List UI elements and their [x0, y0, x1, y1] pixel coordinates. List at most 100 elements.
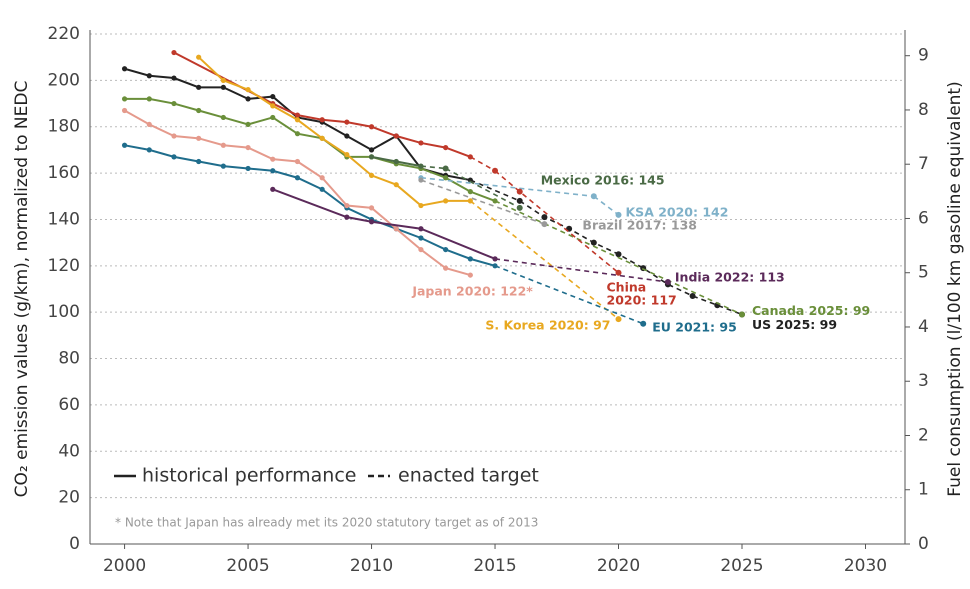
target-point: [492, 167, 499, 174]
data-point: [220, 142, 226, 148]
data-point: [171, 133, 177, 139]
x-tick-label: 2005: [226, 556, 269, 576]
target-line: [494, 170, 620, 274]
data-point: [393, 158, 399, 165]
data-point: [418, 140, 424, 146]
target-point: [615, 251, 622, 258]
target-point: [516, 204, 523, 211]
series-label: S. Korea 2020: 97: [485, 318, 610, 333]
data-point: [418, 246, 424, 253]
target-connector: [494, 200, 743, 316]
data-point: [319, 175, 325, 181]
data-point: [467, 154, 473, 160]
y-tick-label: 20: [58, 488, 80, 508]
y2-tick-label: 8: [918, 100, 929, 120]
target-line: [445, 167, 521, 209]
historical-line: [124, 144, 496, 267]
data-point: [294, 131, 301, 137]
data-point: [146, 73, 152, 79]
data-point: [245, 96, 251, 102]
data-point: [121, 107, 128, 114]
data-point: [368, 154, 375, 160]
x-tick-label: 2020: [597, 556, 640, 576]
target-line: [519, 200, 743, 316]
x-tick-label: 2015: [473, 556, 516, 576]
y-tick-label: 40: [58, 441, 80, 461]
series-label: Japan 2020: 122*: [411, 284, 533, 299]
target-point: [442, 165, 449, 172]
data-point: [393, 133, 399, 139]
data-point: [492, 263, 498, 269]
data-point: [294, 112, 301, 118]
data-point: [492, 256, 498, 262]
legend-label: enacted target: [398, 465, 539, 487]
y-tick-label: 0: [69, 534, 80, 554]
footnote: * Note that Japan has already met its 20…: [115, 516, 538, 530]
target-point: [689, 292, 696, 299]
y-tick-label: 60: [58, 395, 80, 415]
target-line: [593, 195, 619, 216]
x-tick-label: 2025: [720, 556, 763, 576]
target-connector: [494, 258, 669, 283]
y-tick-label: 200: [48, 70, 80, 90]
series-label: Mexico 2016: 145: [541, 172, 665, 187]
y-tick-label: 100: [48, 302, 80, 322]
target-point: [640, 320, 647, 327]
data-point: [368, 124, 375, 130]
data-point: [270, 156, 276, 162]
target-point: [664, 279, 671, 286]
historical-line: [272, 188, 496, 260]
y2-axis-title: Fuel consumption (l/100 km gasoline equi…: [945, 81, 965, 496]
data-point: [418, 202, 424, 209]
data-point: [443, 198, 449, 204]
target-connector: [420, 176, 594, 198]
y2-tick-label: 9: [918, 46, 929, 66]
historical-line: [124, 97, 496, 202]
data-point: [418, 177, 424, 183]
data-point: [245, 87, 251, 93]
data-point: [443, 246, 449, 253]
data-point: [294, 117, 301, 123]
data-point: [443, 175, 449, 181]
data-point: [393, 226, 399, 232]
data-point: [146, 121, 152, 128]
data-point: [245, 144, 251, 151]
data-point: [196, 107, 202, 114]
data-point: [467, 189, 473, 195]
series-label: KSA 2020: 142: [626, 204, 729, 219]
series-label: India 2022: 113: [675, 270, 785, 285]
target-connector: [469, 156, 496, 172]
y-tick-label: 160: [48, 163, 80, 183]
data-point: [492, 198, 498, 204]
data-point: [196, 158, 202, 165]
data-point: [467, 177, 473, 183]
target-point: [541, 214, 548, 221]
data-point: [418, 235, 424, 241]
data-point: [418, 226, 424, 232]
data-point: [196, 54, 202, 60]
data-point: [344, 202, 350, 209]
y-axis-title: CO₂ emission values (g/km), normalized t…: [12, 81, 32, 498]
data-point: [319, 117, 325, 123]
series-label: Brazil 2017: 138: [582, 218, 697, 233]
data-point: [196, 84, 202, 90]
target-point: [590, 239, 597, 246]
data-point: [368, 219, 375, 225]
y2-tick-label: 7: [918, 154, 929, 174]
data-point: [368, 172, 375, 179]
data-point: [368, 205, 375, 211]
series-label: China: [607, 279, 647, 294]
series-label: EU 2021: 95: [652, 319, 737, 334]
series-label: US 2025: 99: [752, 317, 837, 332]
data-point: [196, 135, 202, 141]
data-point: [220, 163, 226, 169]
data-point: [443, 265, 449, 271]
data-point: [220, 114, 226, 121]
series-label: 2020: 117: [607, 292, 677, 307]
data-point: [245, 165, 251, 172]
y-tick-label: 80: [58, 349, 80, 369]
data-point: [393, 182, 399, 188]
y2-tick-label: 2: [918, 425, 929, 445]
target-point: [590, 193, 597, 200]
target-point: [541, 221, 548, 228]
